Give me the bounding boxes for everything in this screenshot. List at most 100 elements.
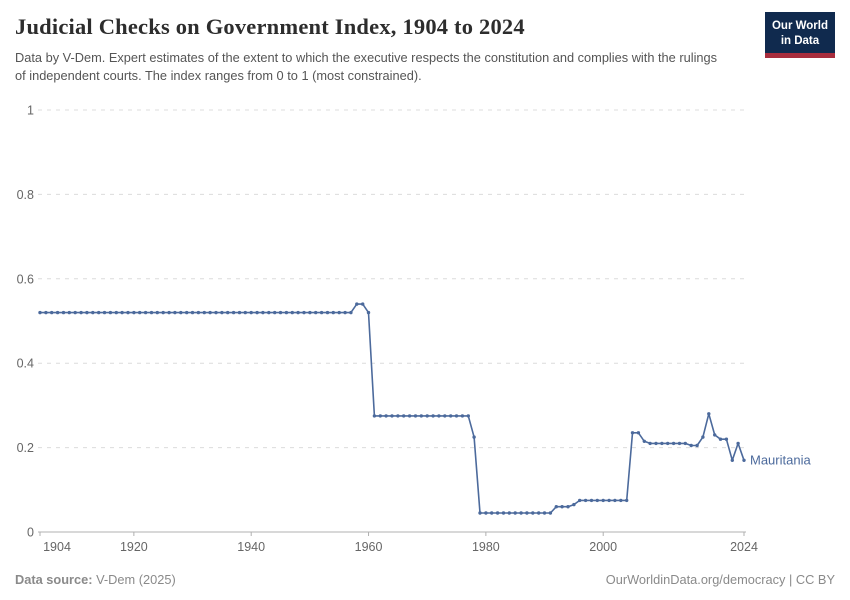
data-point[interactable] [484,511,488,515]
data-point[interactable] [343,310,347,315]
data-point[interactable] [384,414,388,418]
data-point[interactable] [607,498,611,503]
data-point[interactable] [91,310,95,315]
data-point[interactable] [490,511,494,515]
data-point[interactable] [79,310,83,315]
data-point[interactable] [378,414,382,418]
data-point[interactable] [566,505,570,509]
series-label-mauritania[interactable]: Mauritania [750,452,811,467]
data-point[interactable] [619,498,623,503]
data-point[interactable] [583,498,588,503]
data-point[interactable] [713,433,717,437]
data-point[interactable] [255,310,259,315]
data-point[interactable] [190,310,195,315]
data-point[interactable] [108,310,113,315]
data-point[interactable] [149,310,154,315]
data-point[interactable] [390,414,394,418]
data-point[interactable] [425,414,429,418]
data-point[interactable] [683,441,687,446]
data-point[interactable] [249,310,253,315]
data-point[interactable] [237,310,242,315]
data-point[interactable] [102,310,107,315]
data-point[interactable] [361,302,365,306]
data-point[interactable] [273,310,277,315]
data-point[interactable] [290,310,294,315]
data-point[interactable] [701,435,705,439]
data-point[interactable] [431,414,435,418]
data-point[interactable] [449,414,453,418]
data-point[interactable] [185,310,189,315]
data-point[interactable] [531,511,535,515]
data-point[interactable] [707,412,711,416]
data-point[interactable] [126,310,130,315]
data-point[interactable] [132,310,136,315]
data-point[interactable] [578,498,582,503]
data-point[interactable] [155,310,159,315]
series-line-mauritania[interactable] [40,303,745,514]
data-point[interactable] [548,511,553,515]
data-point[interactable] [525,511,529,515]
data-point[interactable] [589,498,594,503]
data-point[interactable] [214,310,218,315]
data-point[interactable] [308,310,312,315]
data-point[interactable] [314,310,318,315]
data-point[interactable] [642,439,646,443]
data-point[interactable] [648,441,652,446]
data-point[interactable] [560,505,564,509]
data-point[interactable] [478,511,482,515]
data-point[interactable] [460,414,465,418]
data-point[interactable] [519,511,523,515]
data-point[interactable] [319,310,324,315]
data-point[interactable] [472,435,476,439]
data-point[interactable] [437,414,441,418]
data-point[interactable] [625,498,629,503]
data-point[interactable] [654,441,658,446]
data-point[interactable] [419,414,423,418]
data-point[interactable] [742,458,746,462]
data-point[interactable] [44,310,48,315]
data-point[interactable] [278,310,283,315]
data-point[interactable] [601,498,605,503]
data-point[interactable] [372,414,377,418]
data-point[interactable] [630,431,635,435]
data-point[interactable] [50,310,54,315]
data-point[interactable] [572,502,576,507]
data-point[interactable] [454,414,459,418]
data-point[interactable] [120,310,124,315]
data-point[interactable] [114,310,119,315]
data-point[interactable] [677,441,682,446]
data-point[interactable] [636,431,641,435]
data-point[interactable] [302,310,306,315]
data-point[interactable] [718,437,723,441]
data-point[interactable] [349,310,353,315]
data-point[interactable] [660,441,664,446]
data-point[interactable] [267,310,271,315]
data-point[interactable] [513,511,517,515]
data-point[interactable] [67,310,72,315]
data-point[interactable] [396,414,400,418]
data-point[interactable] [220,310,224,315]
data-point[interactable] [179,310,183,315]
data-point[interactable] [331,310,335,315]
data-point[interactable] [231,310,236,315]
data-point[interactable] [724,437,729,441]
data-point[interactable] [97,310,101,315]
data-point[interactable] [143,310,148,315]
data-point[interactable] [695,443,699,448]
data-point[interactable] [38,310,42,315]
data-point[interactable] [337,310,341,315]
data-point[interactable] [495,511,500,515]
data-point[interactable] [666,441,670,446]
data-point[interactable] [366,310,371,315]
data-point[interactable] [501,511,506,515]
data-point[interactable] [226,310,230,315]
data-point[interactable] [537,511,541,515]
data-point[interactable] [554,505,558,509]
data-point[interactable] [402,414,406,418]
data-point[interactable] [443,414,447,418]
data-point[interactable] [730,458,734,462]
data-point[interactable] [202,310,206,315]
data-point[interactable] [208,310,212,315]
data-point[interactable] [61,310,66,315]
data-point[interactable] [542,511,547,515]
